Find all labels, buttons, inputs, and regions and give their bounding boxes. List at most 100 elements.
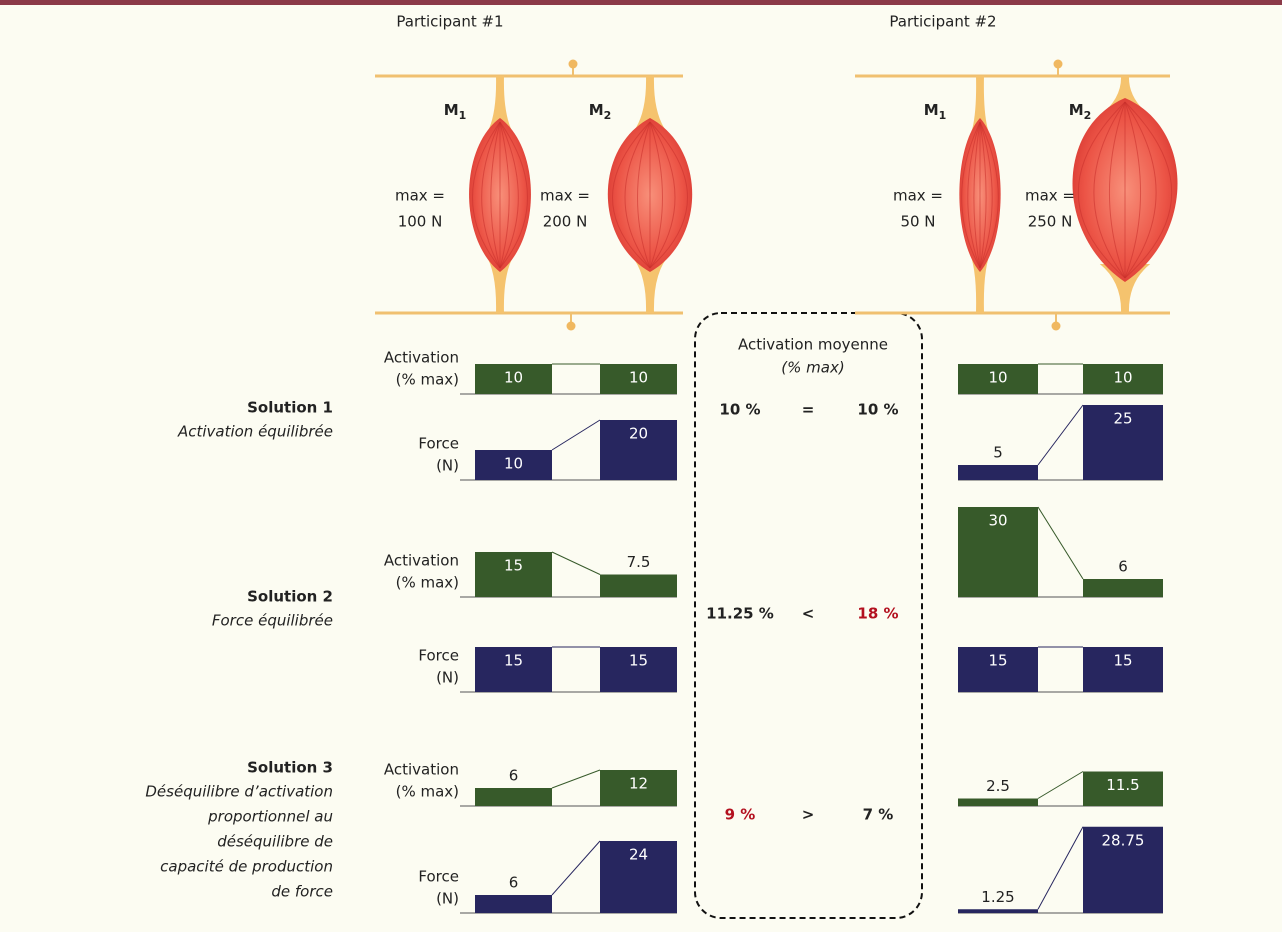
tendon — [629, 76, 671, 136]
muscle-label: M2 — [1069, 101, 1092, 123]
bar-value: 5 — [993, 444, 1003, 462]
participant-label: Participant #2 — [889, 13, 996, 31]
bar — [958, 647, 1038, 692]
muscle-label: M1 — [444, 101, 467, 123]
bar — [1083, 771, 1163, 806]
muscle-name: M — [444, 101, 459, 119]
participant-label: Participant #1 — [396, 13, 503, 31]
mean-left: 10 % — [719, 401, 760, 419]
connector — [551, 419, 601, 451]
solution-description: déséquilibre de — [217, 833, 333, 851]
muscle-max: max = — [395, 187, 445, 205]
muscle-max: max = — [1025, 187, 1075, 205]
bar — [1083, 405, 1163, 480]
bar — [600, 770, 677, 806]
muscle-fiber — [1093, 101, 1126, 279]
solution-description: capacité de production — [160, 858, 333, 876]
row-unit: (N) — [436, 457, 459, 475]
bar — [475, 647, 552, 692]
row-unit: (% max) — [396, 574, 459, 592]
solution-description: Déséquilibre d’activation — [145, 783, 333, 801]
muscle-fiber — [472, 121, 501, 269]
solution-description: Force équilibrée — [212, 612, 333, 630]
muscle-fiber — [649, 121, 663, 269]
muscle-name: M — [589, 101, 604, 119]
tendon — [485, 254, 515, 313]
solution-description: Activation équilibrée — [177, 423, 333, 441]
solution-description: proportionnel au — [207, 808, 333, 826]
connector — [551, 551, 601, 575]
bar-value: 2.5 — [986, 777, 1010, 795]
bar-value: 30 — [988, 512, 1007, 530]
muscle-fiber — [624, 121, 651, 269]
mean-left: 11.25 % — [706, 605, 774, 623]
muscle-capacity: 250 N — [1028, 213, 1073, 231]
bar-value: 11.5 — [1106, 776, 1139, 794]
muscle-index: 1 — [459, 109, 467, 122]
bar-value: 12 — [629, 775, 648, 793]
top-border — [0, 0, 1282, 5]
mean-right: 10 % — [857, 401, 898, 419]
mean-operator: > — [802, 806, 815, 824]
muscle-capacity: 50 N — [900, 213, 935, 231]
knob — [1051, 321, 1061, 331]
muscle-fiber — [637, 121, 651, 269]
muscle-fiber — [649, 121, 688, 269]
muscle-fiber — [979, 121, 999, 269]
solution-description: de force — [271, 883, 333, 901]
bar — [600, 420, 677, 480]
muscle-index: 2 — [1084, 109, 1092, 122]
row-unit: (% max) — [396, 371, 459, 389]
muscle-name: M — [1069, 101, 1084, 119]
row-label: Force — [418, 435, 459, 453]
connector — [1037, 771, 1084, 799]
muscle-label: M2 — [589, 101, 612, 123]
knob — [1053, 59, 1063, 69]
row-label: Activation — [384, 552, 459, 570]
bar-value: 28.75 — [1102, 831, 1145, 849]
mean-unit: (% max) — [781, 359, 844, 377]
bar — [475, 552, 552, 597]
muscle-fiber — [1124, 101, 1157, 279]
knob — [566, 321, 576, 331]
row-unit: (N) — [436, 890, 459, 908]
muscle-capacity: 100 N — [398, 213, 443, 231]
mean-title: Activation moyenne — [738, 336, 888, 354]
solution-title: Solution 3 — [247, 759, 333, 777]
muscle-fiber — [967, 121, 981, 269]
tendon — [1099, 264, 1151, 313]
bar — [958, 465, 1038, 480]
bar-value: 6 — [1118, 558, 1128, 576]
muscle-fiber — [499, 121, 510, 269]
bar — [475, 895, 552, 913]
connector — [1037, 506, 1084, 580]
mean-operator: = — [802, 401, 815, 419]
muscle-fiber — [612, 121, 651, 269]
bar — [1083, 647, 1163, 692]
bar — [475, 788, 552, 806]
bar-value: 15 — [629, 652, 648, 670]
muscle-fiber — [979, 121, 993, 269]
mean-right: 7 % — [863, 806, 894, 824]
bar — [958, 507, 1038, 597]
mean-box — [694, 312, 923, 919]
bar — [1083, 826, 1163, 913]
bar-value: 15 — [504, 557, 523, 575]
row-label: Activation — [384, 761, 459, 779]
mean-left: 9 % — [725, 806, 756, 824]
tendon — [970, 254, 990, 313]
bar — [1083, 579, 1163, 597]
bar-value: 15 — [1113, 652, 1132, 670]
bar — [958, 798, 1038, 806]
tendon — [629, 254, 671, 313]
muscle-capacity: 200 N — [543, 213, 588, 231]
connector — [551, 840, 601, 896]
muscle-fiber — [1108, 101, 1126, 279]
bar — [600, 364, 677, 394]
solution-title: Solution 1 — [247, 399, 333, 417]
row-label: Activation — [384, 349, 459, 367]
bar — [475, 450, 552, 480]
bar-value: 10 — [504, 455, 523, 473]
muscle-max: max = — [893, 187, 943, 205]
